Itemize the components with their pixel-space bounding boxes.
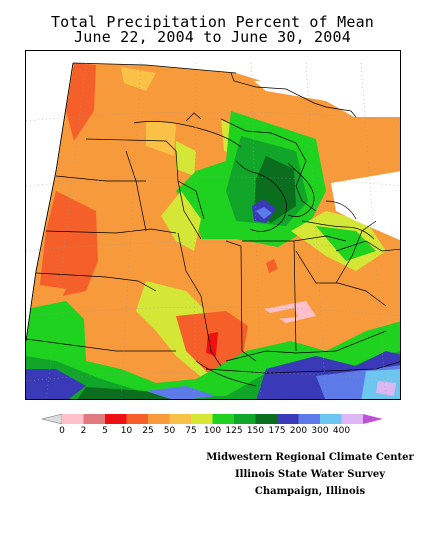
- map-date-range: June 22, 2004 to June 30, 2004: [74, 28, 351, 46]
- legend-swatch: [148, 414, 170, 424]
- legend-swatch: [83, 414, 105, 424]
- legend-swatch: [169, 414, 191, 424]
- graticule: [26, 62, 400, 399]
- legend-label: 2: [80, 426, 87, 436]
- legend-swatch: [320, 414, 342, 424]
- legend-label: 125: [225, 426, 243, 436]
- legend-label: 100: [203, 426, 222, 436]
- legend-label: 10: [120, 426, 133, 436]
- precipitation-map-graphic: [26, 62, 400, 399]
- legend-swatch: [277, 414, 299, 424]
- legend-swatch: [105, 414, 127, 424]
- east-no-data: [331, 171, 400, 241]
- legend-swatch: [126, 414, 148, 424]
- legend-label: 400: [332, 426, 351, 436]
- legend-label: 300: [311, 426, 329, 436]
- legend-swatch: [62, 414, 84, 424]
- legend-swatch: [234, 414, 256, 424]
- precipitation-fill: [26, 63, 400, 399]
- legend-arrow-high: [363, 414, 383, 424]
- credit-location: Champaign, Illinois: [254, 486, 366, 497]
- precipitation-map: [25, 50, 401, 400]
- legend-label: 0: [59, 426, 65, 436]
- legend-swatch: [191, 414, 213, 424]
- legend-swatch: [341, 414, 363, 424]
- legend-swatch: [212, 414, 234, 424]
- boundary-lines: [26, 62, 400, 387]
- legend-arrow-low: [41, 413, 63, 425]
- map-title: Total Precipitation Percent of Mean: [50, 13, 375, 31]
- color-legend: [41, 413, 383, 425]
- legend-label: 75: [185, 426, 197, 436]
- legend-swatch: [298, 414, 320, 424]
- legend-label: 175: [268, 426, 286, 436]
- legend-swatch: [255, 414, 277, 424]
- legend-label: 150: [246, 426, 265, 436]
- legend-label: 5: [102, 426, 108, 436]
- credit-survey: Illinois State Water Survey: [234, 469, 386, 480]
- legend-label: 25: [142, 426, 154, 436]
- legend-label: 200: [289, 426, 308, 436]
- legend-label: 50: [163, 426, 176, 436]
- credit-organization: Midwestern Regional Climate Center: [206, 452, 414, 463]
